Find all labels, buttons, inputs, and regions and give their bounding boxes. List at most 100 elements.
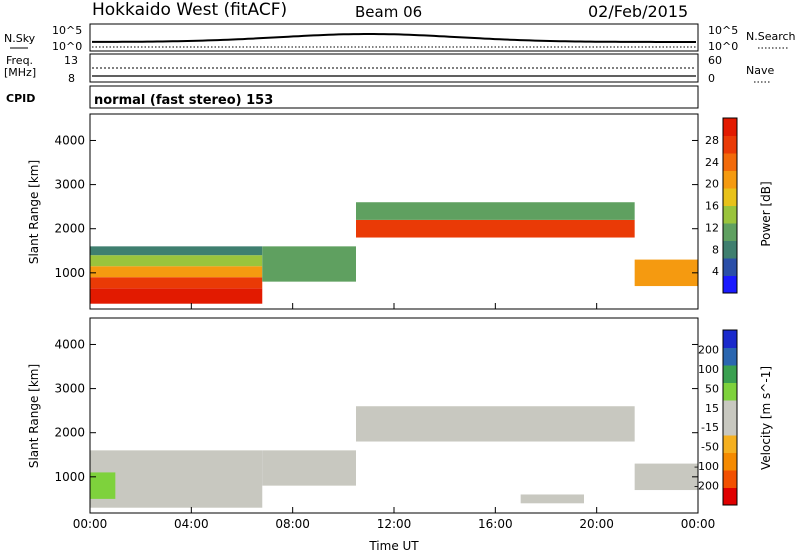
velocity-colorbar-tick: -200 <box>694 480 719 493</box>
cpid-label: CPID <box>6 92 35 105</box>
power-axes: 1000 2000 3000 4000 <box>54 133 699 309</box>
nsearch-label: N.Search <box>746 30 796 43</box>
power-colorbar-swatch <box>723 205 737 224</box>
velocity-colorbar-tick: 100 <box>698 363 719 376</box>
velocity-heatmap-cells <box>90 406 698 508</box>
power-region <box>90 266 263 278</box>
noise-tick-right-top: 10^5 <box>708 24 738 37</box>
power-colorbar-label: Power [dB] <box>759 181 773 246</box>
velocity-colorbar-swatch <box>723 347 737 366</box>
power-colorbar-tick: 12 <box>705 221 719 234</box>
power-heatmap-cells <box>90 202 698 304</box>
x-tick-label: 08:00 <box>275 517 310 531</box>
nave-tick-top: 60 <box>708 54 722 67</box>
noise-tick-right-bottom: 10^0 <box>708 40 738 53</box>
noise-tick-left-bottom: 10^0 <box>52 40 82 53</box>
plot-title: Hokkaido West (fitACF) <box>92 0 287 20</box>
power-colorbar-tick: 4 <box>712 265 719 278</box>
freq-label-line1: Freq. <box>6 54 33 67</box>
power-colorbar: 4 8 12 16 20 24 28 <box>705 117 738 294</box>
power-y-tick-label: 4000 <box>54 133 85 147</box>
velocity-colorbar-tick: 200 <box>698 343 719 356</box>
power-region <box>90 288 263 304</box>
cpid-strip-frame <box>89 85 699 109</box>
velocity-colorbar-swatch <box>723 400 737 418</box>
freq-tick-top: 13 <box>64 54 78 67</box>
velocity-colorbar-swatch <box>723 417 737 436</box>
power-colorbar-tick: 28 <box>705 134 719 147</box>
velocity-panel: 00:00 04:00 08:00 12:00 16:00 20:00 00:00 1000 2… <box>27 317 715 531</box>
velocity-region <box>634 463 698 491</box>
beam-label: Beam 06 <box>355 3 422 21</box>
x-tick-label: 16:00 <box>478 517 513 531</box>
nave-tick-bottom: 0 <box>708 72 715 85</box>
noise-strip-frame <box>89 23 699 52</box>
velocity-colorbar-tick: -100 <box>694 460 719 473</box>
power-colorbar-swatch <box>723 240 737 259</box>
nsky-label: N.Sky <box>4 32 36 45</box>
velocity-colorbar-swatch <box>723 452 737 471</box>
freq-strip-frame <box>89 53 699 83</box>
velocity-region <box>262 450 356 486</box>
power-y-tick-label: 3000 <box>54 178 85 192</box>
freq-tick-bottom: 8 <box>68 72 75 85</box>
nave-label: Nave <box>746 64 774 77</box>
velocity-colorbar-tick: 50 <box>705 382 719 395</box>
velocity-colorbar-tick: -15 <box>701 421 719 434</box>
noise-tick-left-top: 10^5 <box>52 24 82 37</box>
power-region <box>90 255 263 267</box>
power-region <box>356 219 635 238</box>
velocity-region <box>520 494 584 504</box>
velocity-colorbar-swatch <box>723 382 737 401</box>
power-colorbar-tick: 20 <box>705 178 719 191</box>
velocity-colorbar-swatch <box>723 470 737 488</box>
power-colorbar-swatch <box>723 258 737 276</box>
velocity-y-tick-label: 2000 <box>54 426 85 440</box>
power-colorbar-tick: 24 <box>705 156 719 169</box>
velocity-axes: 00:00 04:00 08:00 12:00 16:00 20:00 00:00 1000 2… <box>54 337 715 531</box>
velocity-colorbar-swatch <box>723 330 737 348</box>
power-colorbar-swatch <box>723 170 737 189</box>
x-tick-label: 00:00 <box>681 517 716 531</box>
power-colorbar-tick: 16 <box>705 200 719 213</box>
freq-label-line2: [MHz] <box>4 66 36 79</box>
cpid-text: normal (fast stereo) 153 <box>94 93 273 108</box>
power-colorbar-swatch <box>723 135 737 154</box>
power-region <box>262 246 356 282</box>
velocity-colorbar-frame <box>722 329 738 506</box>
power-region <box>634 259 698 287</box>
x-tick-label: 20:00 <box>579 517 614 531</box>
velocity-colorbar-label: Velocity [m s^-1] <box>759 366 773 470</box>
velocity-colorbar-swatch <box>723 435 737 453</box>
power-ylabel: Slant Range [km] <box>27 160 41 264</box>
velocity-region <box>90 450 263 508</box>
power-region <box>356 202 635 220</box>
power-colorbar-swatch <box>723 153 737 171</box>
x-tick-label: 00:00 <box>73 517 108 531</box>
velocity-y-tick-label: 4000 <box>54 337 85 351</box>
velocity-colorbar-tick: 15 <box>705 402 719 415</box>
power-y-tick-label: 2000 <box>54 222 85 236</box>
power-region <box>90 246 263 256</box>
velocity-colorbar-swatch <box>723 487 737 506</box>
velocity-region <box>356 406 635 442</box>
power-colorbar-swatch <box>723 275 737 294</box>
power-colorbar-frame <box>722 117 738 294</box>
velocity-colorbar-swatch <box>723 365 737 383</box>
x-tick-label: 04:00 <box>174 517 209 531</box>
x-tick-label: 12:00 <box>377 517 412 531</box>
nsky-trace <box>92 33 696 43</box>
power-region <box>90 277 263 289</box>
power-panel: 1000 2000 3000 4000 Slant Range [km] <box>27 113 699 310</box>
power-colorbar-swatch <box>723 188 737 206</box>
power-colorbar-swatch <box>723 223 737 241</box>
velocity-y-tick-label: 3000 <box>54 382 85 396</box>
velocity-colorbar: -200 -100 -50 -15 15 50 100 200 <box>694 329 738 506</box>
date-label: 02/Feb/2015 <box>588 2 688 21</box>
velocity-y-tick-label: 1000 <box>54 470 85 484</box>
power-colorbar-tick: 8 <box>712 243 719 256</box>
velocity-ylabel: Slant Range [km] <box>27 364 41 468</box>
power-y-tick-label: 1000 <box>54 266 85 280</box>
x-axis-label: Time UT <box>368 539 419 553</box>
